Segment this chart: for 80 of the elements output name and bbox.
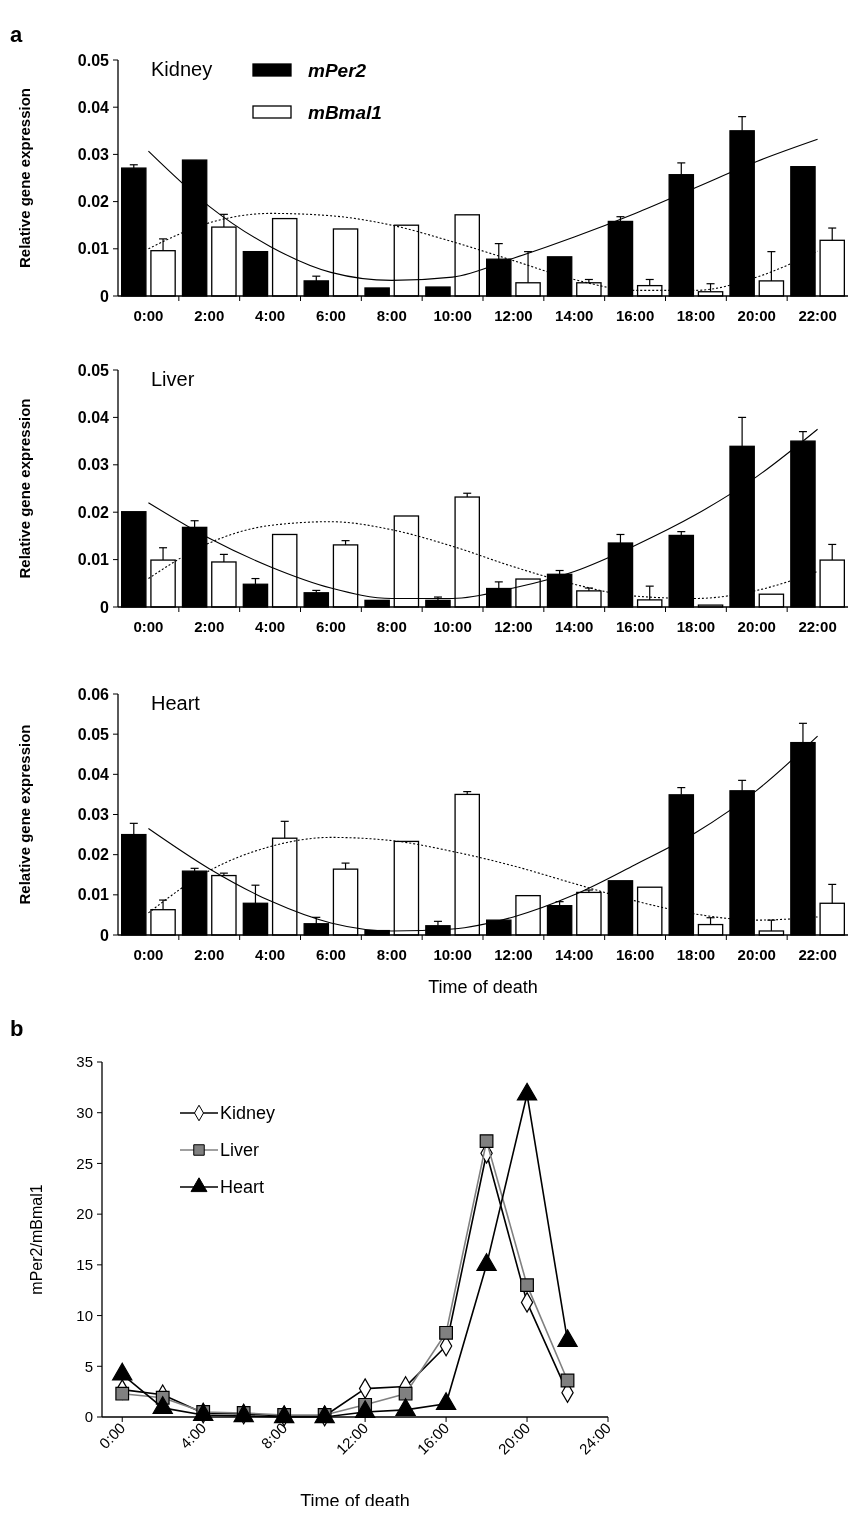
y-axis-title: mPer2/mBmal1 [28, 1184, 45, 1295]
x-tick-label: 12:00 [494, 946, 533, 963]
x-tick-label: 22:00 [798, 618, 837, 635]
x-tick-label: 18:00 [676, 618, 716, 635]
y-tick-label: 0.02 [77, 846, 110, 864]
y-tick-label: 0.04 [77, 98, 110, 116]
x-axis-title: Time of death [428, 977, 538, 997]
x-tick-label: 14:00 [555, 618, 594, 635]
x-tick-label: 16:00 [615, 946, 655, 963]
x-tick-label: 12:00 [494, 307, 533, 324]
x-tick-label: 8:00 [376, 946, 407, 963]
x-tick-label: 14:00 [555, 307, 594, 324]
x-tick-label: 16:00 [615, 618, 655, 635]
y-tick-label: 0.04 [77, 409, 110, 426]
x-tick-label: 10:00 [433, 307, 472, 324]
y-tick-label: 0 [100, 287, 110, 305]
x-tick-label: 18:00 [676, 307, 716, 324]
y-tick-label: 0.06 [77, 685, 110, 703]
chart-title: Liver [151, 368, 195, 390]
text: b [10, 1016, 24, 1041]
x-tick-label: 20:00 [737, 618, 776, 635]
x-tick-label: 14:00 [555, 946, 594, 963]
x-tick-label: 2:00 [194, 618, 225, 635]
y-tick-label: 5 [84, 1357, 93, 1375]
y-tick-label: 0.01 [77, 551, 110, 569]
y-tick-label: 0.05 [77, 51, 110, 69]
y-tick-label: 0.05 [77, 361, 110, 379]
y-tick-label: 0 [84, 1408, 93, 1426]
y-tick-label: 0.05 [77, 725, 110, 743]
x-tick-label: 20:00 [737, 946, 776, 963]
legend-label: mBmal1 [308, 101, 382, 123]
x-tick-label: 20:00 [737, 307, 776, 324]
x-tick-label: 8:00 [376, 618, 407, 635]
y-tick-label: 15 [76, 1256, 93, 1274]
y-axis-title: Relative gene expression [16, 724, 33, 905]
x-tick-label: 22:00 [798, 307, 837, 324]
y-tick-label: 0.03 [77, 456, 110, 474]
chart-title: Kidney [151, 58, 213, 80]
y-tick-label: 0.02 [77, 503, 110, 521]
x-tick-label: 4:00 [255, 946, 286, 963]
y-tick-label: 0.02 [77, 193, 110, 211]
y-tick-label: 0 [100, 926, 110, 944]
y-tick-label: 0.01 [77, 886, 110, 904]
x-tick-label: 2:00 [194, 307, 225, 324]
x-tick-label: 4:00 [255, 618, 286, 635]
y-tick-label: 0.01 [77, 240, 110, 258]
x-tick-label: 2:00 [194, 946, 225, 963]
chart-title: Heart [151, 692, 201, 714]
y-axis-title: Relative gene expression [16, 87, 33, 269]
x-tick-label: 0:00 [95, 1419, 129, 1452]
y-tick-label: 35 [76, 1053, 93, 1071]
x-tick-label: 0:00 [133, 618, 164, 635]
x-tick-label: 10:00 [433, 946, 472, 963]
legend-label: mPer2 [308, 59, 367, 81]
y-tick-label: 0.03 [77, 146, 110, 163]
x-tick-label: 0:00 [133, 946, 164, 963]
y-tick-label: 25 [76, 1154, 93, 1172]
x-tick-label: 6:00 [315, 618, 346, 635]
x-tick-label: 12:00 [494, 618, 533, 635]
x-tick-label: 4:00 [176, 1419, 210, 1452]
x-tick-label: 10:00 [433, 618, 472, 635]
x-tick-label: 16:00 [615, 307, 655, 324]
x-tick-label: 18:00 [676, 946, 716, 963]
y-tick-label: 20 [76, 1205, 93, 1223]
x-tick-label: 6:00 [315, 946, 346, 963]
x-tick-label: 8:00 [376, 307, 407, 324]
y-tick-label: 0.04 [77, 765, 110, 783]
legend-label: Liver [220, 1140, 260, 1161]
y-tick-label: 0 [100, 598, 110, 616]
y-tick-label: 30 [76, 1103, 93, 1121]
y-tick-label: 10 [76, 1306, 93, 1324]
x-tick-label: 6:00 [315, 307, 346, 324]
y-axis-title: Relative gene expression [16, 398, 33, 579]
text: a [10, 22, 23, 47]
x-tick-label: 0:00 [133, 307, 164, 324]
x-tick-label: 4:00 [255, 307, 286, 324]
legend-label: Heart [220, 1177, 265, 1198]
x-tick-label: 22:00 [798, 946, 837, 963]
y-tick-label: 0.03 [77, 806, 110, 824]
legend-label: Kidney [220, 1103, 276, 1124]
